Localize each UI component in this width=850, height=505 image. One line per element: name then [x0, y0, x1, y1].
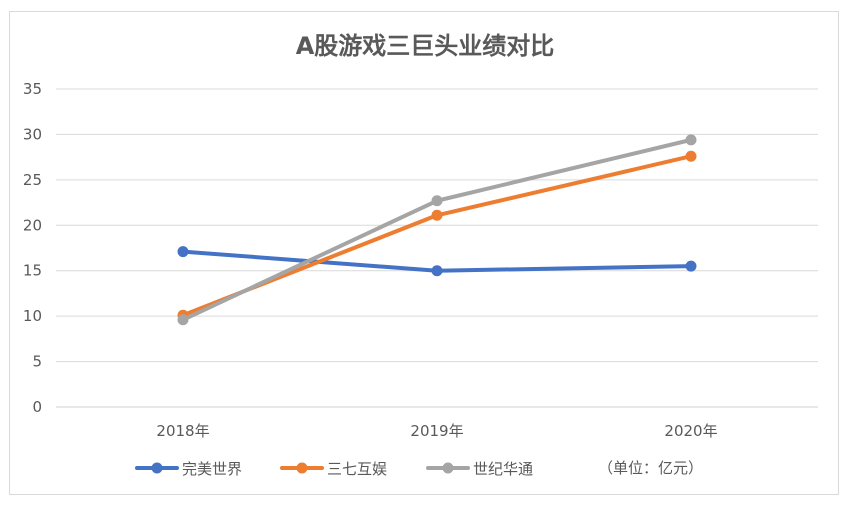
data-point: [177, 314, 189, 326]
data-point: [431, 265, 443, 277]
x-axis-ticks: 2018年 2019年 2020年: [156, 422, 717, 440]
data-point: [685, 260, 697, 272]
y-tick-label: 20: [23, 216, 42, 234]
y-tick-label: 5: [32, 353, 42, 371]
data-point: [431, 209, 443, 221]
chart-title: A股游戏三巨头业绩对比: [296, 32, 555, 60]
y-axis-ticks: 0 5 10 15 20 25 30 35: [23, 80, 42, 416]
y-tick-label: 10: [23, 307, 42, 325]
series-lines: [177, 134, 697, 326]
x-tick-label: 2019年: [410, 422, 463, 440]
y-tick-label: 25: [23, 171, 42, 189]
gridlines: [56, 88, 818, 408]
legend-label: 世纪华通: [473, 460, 533, 478]
data-point: [431, 195, 443, 207]
data-point: [685, 134, 697, 146]
unit-note: （单位：亿元）: [598, 459, 703, 477]
legend-marker: [296, 462, 308, 474]
legend-label: 三七互娱: [327, 460, 387, 478]
data-point: [685, 150, 697, 162]
chart-frame: [9, 11, 839, 495]
legend-marker: [151, 462, 163, 474]
legend-marker: [442, 462, 454, 474]
data-point: [177, 246, 189, 258]
legend: 完美世界 三七互娱 世纪华通: [135, 460, 533, 478]
y-tick-label: 0: [32, 398, 42, 416]
legend-label: 完美世界: [182, 460, 242, 478]
x-tick-label: 2020年: [664, 422, 717, 440]
y-tick-label: 15: [23, 262, 42, 280]
series-line-3: [181, 137, 693, 322]
y-tick-label: 30: [23, 125, 42, 143]
y-tick-label: 35: [23, 80, 42, 98]
x-tick-label: 2018年: [156, 422, 209, 440]
